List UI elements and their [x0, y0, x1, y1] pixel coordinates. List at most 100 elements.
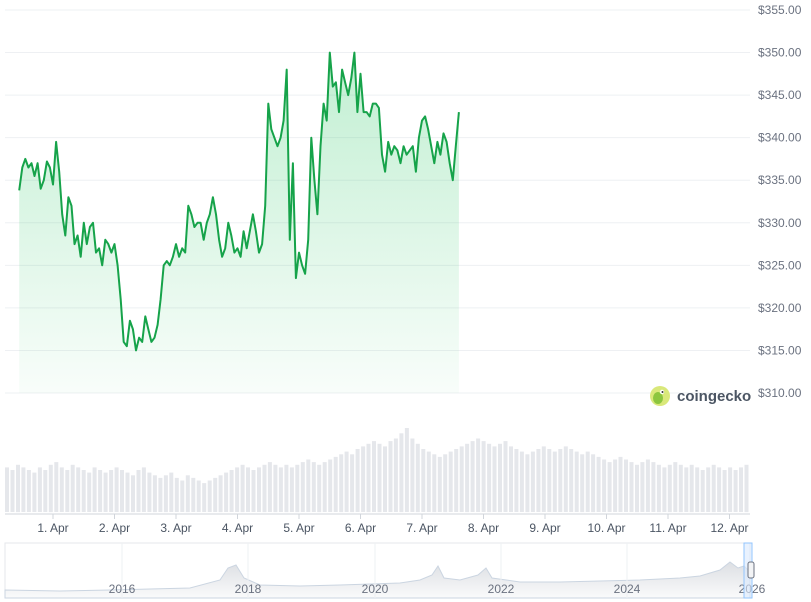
navigator-area [4, 561, 751, 599]
volume-bar [224, 472, 229, 512]
volume-bar [459, 446, 464, 512]
volume-bar [585, 451, 590, 512]
volume-bar [300, 462, 305, 512]
volume-bar [465, 443, 470, 513]
volume-bar [267, 462, 272, 512]
volume-bar [284, 464, 289, 513]
volume-bar [700, 470, 705, 512]
volume-bar [563, 446, 568, 512]
volume-bar [10, 470, 15, 512]
y-tick-label: $335.00 [758, 173, 802, 187]
volume-bar [717, 467, 722, 512]
x-tick-label: 2. Apr [99, 521, 130, 535]
volume-bar [196, 480, 201, 512]
volume-bar [651, 462, 656, 512]
volume-bar [739, 467, 743, 512]
volume-bar [218, 475, 223, 513]
volume-bar [678, 464, 683, 513]
volume-bar [673, 462, 678, 512]
volume-bar [26, 470, 31, 512]
volume-bar [70, 464, 75, 513]
volume-bar [706, 467, 711, 512]
volume-bar [596, 456, 601, 512]
volume-bar [645, 459, 650, 512]
volume-bar [421, 449, 426, 512]
y-tick-label: $315.00 [758, 343, 802, 357]
volume-bar [383, 446, 387, 512]
volume-bar [695, 467, 700, 512]
volume-bar [503, 441, 508, 512]
volume-bar [289, 467, 294, 512]
volume-bar [125, 472, 130, 512]
x-tick-label: 6. Apr [345, 521, 376, 535]
x-tick-label: 4. Apr [222, 521, 253, 535]
volume-bar [443, 454, 448, 513]
y-tick-label: $325.00 [758, 258, 802, 272]
volume-bar [235, 467, 240, 512]
volume-bar [388, 441, 393, 512]
navigator-tick-label: 2018 [235, 582, 262, 596]
y-axis: $310.00 $315.00 $320.00 $325.00 $330.00 $335.… [758, 3, 802, 400]
volume-bar [141, 467, 146, 512]
volume-bar [552, 451, 557, 512]
brand-name: coingecko [677, 388, 751, 405]
volume-bar [350, 454, 355, 513]
volume-bar [492, 446, 497, 512]
volume-bar [229, 470, 234, 512]
volume-bar [174, 477, 179, 512]
navigator-tick-label: 2024 [614, 582, 641, 596]
volume-bar [448, 451, 453, 512]
volume-bar [5, 467, 9, 512]
x-tick-label: 1. Apr [37, 521, 68, 535]
volume-bar [498, 443, 502, 513]
x-axis: 1. Apr 2. Apr 3. Apr 4. Apr 5. Apr 6. Apr 7. A… [5, 513, 750, 535]
volume-bar [317, 464, 322, 513]
volume-bar [180, 480, 185, 512]
volume-bar [98, 470, 103, 512]
volume-bar [59, 467, 64, 512]
y-tick-label: $340.00 [758, 131, 802, 145]
volume-bar [87, 472, 92, 512]
x-tick-label: 10. Apr [587, 521, 625, 535]
volume-bar [366, 443, 371, 513]
y-tick-label: $310.00 [758, 386, 802, 400]
navigator-handle-icon[interactable] [747, 561, 755, 579]
volume-bar [558, 449, 563, 512]
x-tick-label: 11. Apr [649, 521, 686, 535]
volume-bar [240, 464, 245, 513]
volume-bar [344, 451, 349, 512]
navigator[interactable]: 201620182020202220242026 [4, 542, 766, 599]
volume-bar [246, 467, 250, 512]
x-tick-label: 8. Apr [468, 521, 499, 535]
volume-bar [191, 477, 196, 512]
y-tick-label: $345.00 [758, 88, 802, 102]
volume-bar [519, 451, 524, 512]
volume-bar [32, 472, 37, 512]
volume-bar [602, 459, 607, 512]
volume-bar [481, 441, 486, 512]
volume-bar [92, 467, 97, 512]
volume-bar [48, 464, 53, 513]
x-tick-label: 5. Apr [283, 521, 314, 535]
volume-bar [273, 464, 278, 513]
volume-bar [361, 446, 366, 512]
y-tick-label: $330.00 [758, 216, 802, 230]
volume-bar [65, 470, 70, 512]
volume-bar [618, 456, 623, 512]
price-area [19, 52, 459, 393]
volume-bar [591, 454, 596, 513]
volume-bar [393, 438, 398, 512]
volume-bar [580, 454, 585, 513]
volume-bar [21, 467, 26, 512]
volume-bar [322, 462, 327, 512]
volume-bar [574, 451, 579, 512]
volume-bar [656, 464, 661, 513]
volume-bar [722, 470, 727, 512]
volume-bar [109, 470, 114, 512]
volume-bar [399, 433, 404, 513]
volume-bar [147, 472, 152, 512]
x-tick-label: 3. Apr [160, 521, 191, 535]
volume-bar [541, 446, 546, 512]
volume-bar [114, 467, 119, 512]
